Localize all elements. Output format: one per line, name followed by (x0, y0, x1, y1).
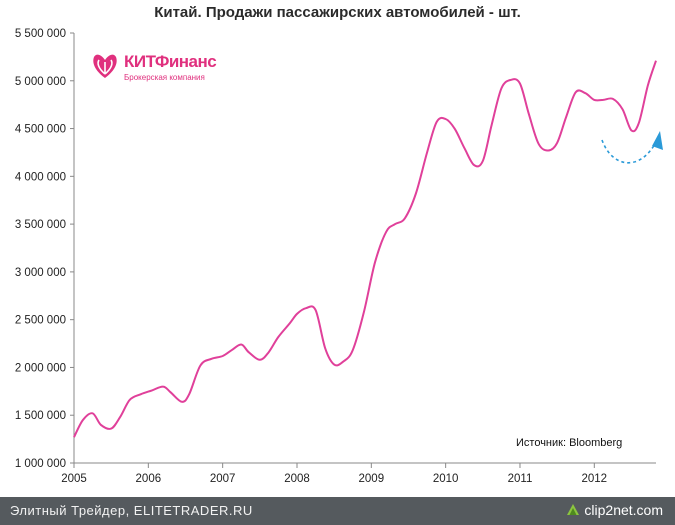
company-logo: КИТФинанс Брокерская компания (90, 50, 220, 90)
x-tick-label: 2006 (136, 473, 162, 485)
y-tick-label: 1 500 000 (15, 410, 66, 422)
logo-mark-icon (93, 54, 117, 78)
logo-name: КИТФинанс (124, 52, 217, 71)
logo-subtitle: Брокерская компания (124, 73, 205, 82)
y-tick-label: 4 500 000 (15, 124, 66, 136)
y-tick-label: 2 000 000 (15, 362, 66, 374)
y-tick-label: 3 000 000 (15, 267, 66, 279)
y-tick-label: 2 500 000 (15, 315, 66, 327)
trend-arrow-head-icon (652, 131, 663, 150)
line-chart: 1 000 000 1 500 000 2 000 000 2 500 000 3 00… (15, 28, 663, 485)
y-tick-label: 4 000 000 (15, 171, 66, 183)
x-tick-label: 2009 (359, 473, 385, 485)
x-tick-label: 2010 (433, 473, 459, 485)
y-tick-label: 3 500 000 (15, 219, 66, 231)
x-tick-label: 2007 (210, 473, 236, 485)
clip2net-label: clip2net.com (584, 502, 663, 518)
x-tick-label: 2008 (284, 473, 310, 485)
clip2net-logo-icon (567, 504, 580, 515)
chart-area: Китай. Продажи пассажирских автомобилей … (14, 4, 663, 485)
x-tick-label: 2011 (508, 473, 533, 485)
footer-bar: Элитный Трейдер, ELITETRADER.RU clip2net… (0, 497, 675, 525)
source-note: Источник: Bloomberg (516, 437, 623, 449)
clip2net-brand[interactable]: clip2net.com (566, 502, 663, 518)
sales-series-line (73, 60, 657, 438)
y-tick-label: 5 000 000 (15, 76, 66, 88)
y-tick-label: 1 000 000 (15, 458, 66, 470)
trend-arrow-curve (601, 139, 657, 164)
x-tick-label: 2012 (582, 473, 608, 485)
x-tick-label: 2005 (61, 473, 87, 485)
chart-title: Китай. Продажи пассажирских автомобилей … (154, 4, 521, 21)
y-tick-label: 5 500 000 (15, 28, 66, 40)
footer-text: Элитный Трейдер, ELITETRADER.RU (10, 503, 253, 518)
